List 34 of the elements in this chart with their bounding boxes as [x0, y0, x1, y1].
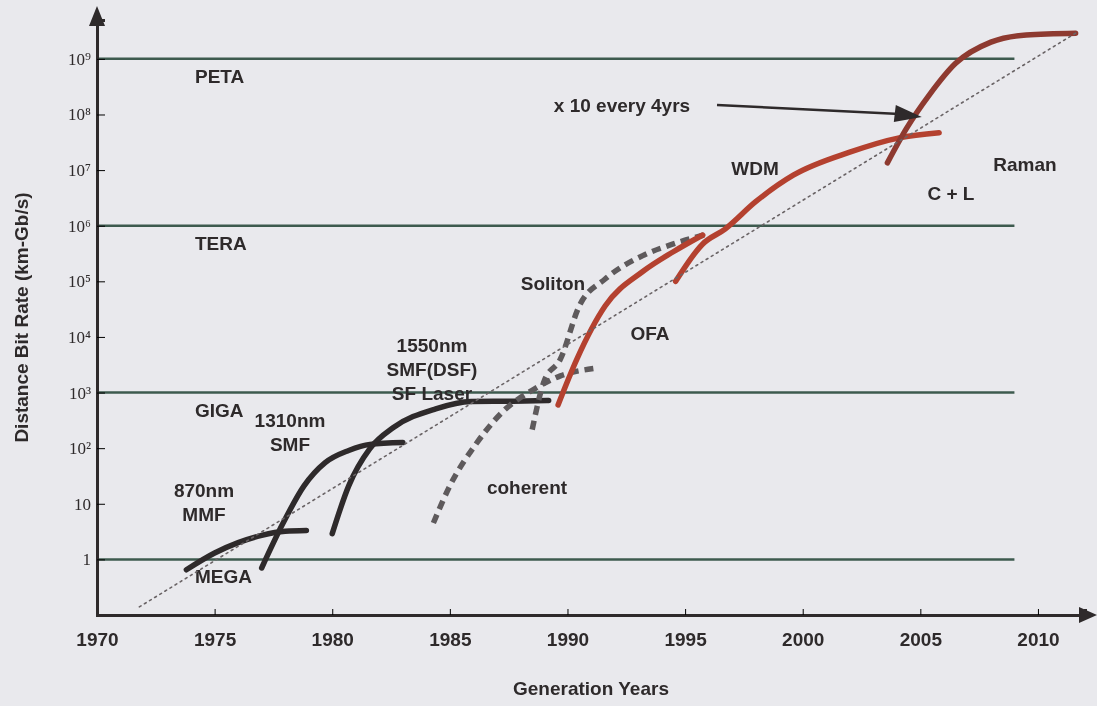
y-tick-label: 10² [68, 439, 91, 459]
series-label: WDM [731, 158, 779, 179]
y-tick-label: 10⁴ [68, 327, 92, 347]
x-tick-label: 1995 [664, 629, 708, 651]
y-tick-label: 10⁶ [68, 216, 92, 236]
x-tick-label: 1990 [546, 629, 590, 651]
series-label: 1310nm SMF [254, 410, 326, 455]
annotation: OFA [630, 323, 670, 344]
series-label: Soliton [520, 273, 586, 294]
x-tick-label: 1970 [76, 629, 119, 651]
y-axis-title: Distance Bit Rate (km-Gb/s) [11, 192, 32, 443]
annotation: C + L [927, 183, 975, 204]
series-label: coherent [486, 477, 568, 498]
y-tick-label: 10³ [68, 383, 91, 403]
x-axis-title: Generation Years [513, 678, 669, 699]
annotation: x 10 every 4yrs [553, 95, 691, 116]
x-tick-label: 2000 [782, 629, 825, 651]
series-label: 870nm MMF [173, 480, 235, 525]
y-tick-label: 10⁸ [68, 105, 92, 125]
y-tick-label: 1 [82, 550, 91, 570]
ref-line-label: TERA [195, 232, 247, 254]
y-tick-label: 10⁷ [68, 161, 92, 181]
x-tick-label: 2005 [899, 629, 943, 651]
annotation: Raman [993, 154, 1057, 175]
x-tick-label: 1985 [429, 629, 472, 651]
ref-line-label: GIGA [195, 399, 244, 421]
ref-line-label: MEGA [195, 566, 253, 588]
y-tick-label: 10⁵ [68, 272, 92, 292]
ref-line-label: PETA [195, 65, 245, 87]
y-tick-label: 10 [74, 494, 91, 514]
x-tick-label: 1980 [311, 629, 354, 651]
x-tick-label: 1975 [193, 629, 237, 651]
y-tick-label: 10⁹ [68, 49, 92, 69]
x-tick-label: 2010 [1017, 629, 1060, 651]
